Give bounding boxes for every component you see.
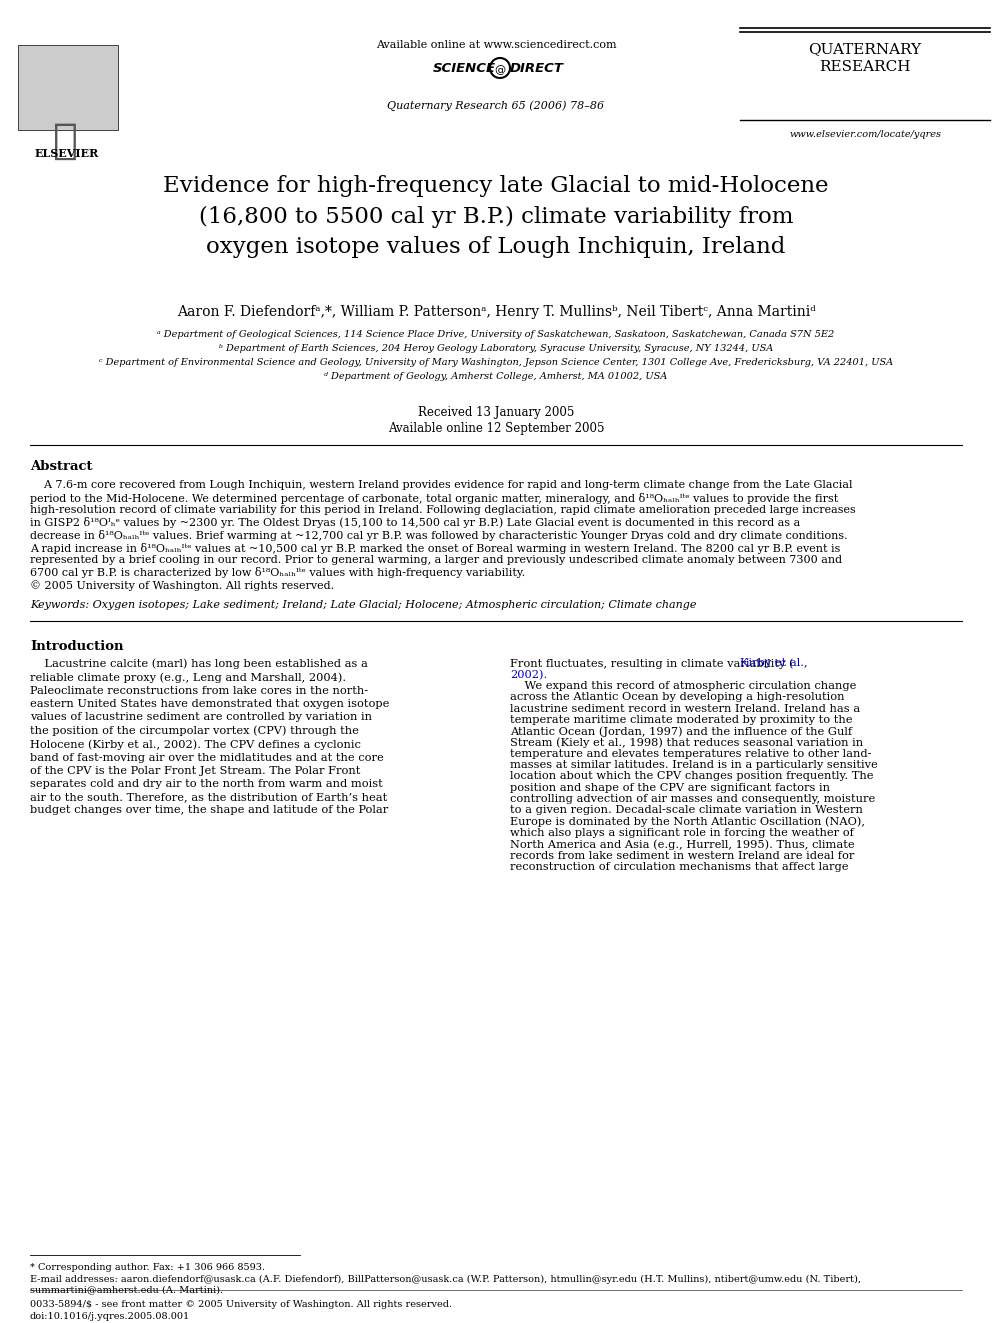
Text: Lacustrine calcite (marl) has long been established as a
reliable climate proxy : Lacustrine calcite (marl) has long been … <box>30 659 390 815</box>
Text: records from lake sediment in western Ireland are ideal for: records from lake sediment in western Ir… <box>510 851 854 860</box>
Text: Abstract: Abstract <box>30 460 92 474</box>
Text: 2002).: 2002). <box>510 669 548 680</box>
Text: 🌿: 🌿 <box>53 120 77 161</box>
Text: ᵈ Department of Geology, Amherst College, Amherst, MA 01002, USA: ᵈ Department of Geology, Amherst College… <box>324 372 668 381</box>
Text: Available online 12 September 2005: Available online 12 September 2005 <box>388 422 604 435</box>
Text: Stream (Kiely et al., 1998) that reduces seasonal variation in: Stream (Kiely et al., 1998) that reduces… <box>510 738 863 749</box>
Text: temperate maritime climate moderated by proximity to the: temperate maritime climate moderated by … <box>510 714 852 725</box>
Text: lacustrine sediment record in western Ireland. Ireland has a: lacustrine sediment record in western Ir… <box>510 704 860 713</box>
Text: period to the Mid-Holocene. We determined percentage of carbonate, total organic: period to the Mid-Holocene. We determine… <box>30 492 838 504</box>
Text: high-resolution record of climate variability for this period in Ireland. Follow: high-resolution record of climate variab… <box>30 505 856 515</box>
Text: Evidence for high-frequency late Glacial to mid-Holocene
(16,800 to 5500 cal yr : Evidence for high-frequency late Glacial… <box>164 175 828 258</box>
Text: reconstruction of circulation mechanisms that affect large: reconstruction of circulation mechanisms… <box>510 861 848 872</box>
Text: A rapid increase in δ¹⁸Oₕₐₗₕᴵᵗᵉ values at ~10,500 cal yr B.P. marked the onset o: A rapid increase in δ¹⁸Oₕₐₗₕᴵᵗᵉ values a… <box>30 542 840 553</box>
FancyBboxPatch shape <box>18 45 118 130</box>
Text: Aaron F. Diefendorfᵃ,*, William P. Pattersonᵃ, Henry T. Mullinsᵇ, Neil Tibertᶜ, : Aaron F. Diefendorfᵃ,*, William P. Patte… <box>177 306 815 319</box>
Text: ᶜ Department of Environmental Science and Geology, University of Mary Washington: ᶜ Department of Environmental Science an… <box>99 359 893 366</box>
Text: Kirby et al.,: Kirby et al., <box>739 659 807 668</box>
Text: North America and Asia (e.g., Hurrell, 1995). Thus, climate: North America and Asia (e.g., Hurrell, 1… <box>510 839 855 849</box>
Text: controlling advection of air masses and consequently, moisture: controlling advection of air masses and … <box>510 794 875 804</box>
Text: We expand this record of atmospheric circulation change: We expand this record of atmospheric cir… <box>510 681 856 691</box>
Text: decrease in δ¹⁸Oₕₐₗₕᴵᵗᵉ values. Brief warming at ~12,700 cal yr B.P. was followe: decrease in δ¹⁸Oₕₐₗₕᴵᵗᵉ values. Brief wa… <box>30 531 847 541</box>
Text: DIRECT: DIRECT <box>510 62 563 75</box>
Text: Received 13 January 2005: Received 13 January 2005 <box>418 406 574 419</box>
Text: SCIENCE: SCIENCE <box>433 62 496 75</box>
Text: ELSEVIER: ELSEVIER <box>35 148 99 159</box>
Text: to a given region. Decadal-scale climate variation in Western: to a given region. Decadal-scale climate… <box>510 806 863 815</box>
Text: Europe is dominated by the North Atlantic Oscillation (NAO),: Europe is dominated by the North Atlanti… <box>510 816 865 827</box>
Text: E-mail addresses: aaron.diefendorf@usask.ca (A.F. Diefendorf), BillPatterson@usa: E-mail addresses: aaron.diefendorf@usask… <box>30 1275 861 1294</box>
Text: temperature and elevates temperatures relative to other land-: temperature and elevates temperatures re… <box>510 749 872 759</box>
Text: Available online at www.sciencedirect.com: Available online at www.sciencedirect.co… <box>376 40 616 50</box>
Text: QUATERNARY: QUATERNARY <box>808 42 922 56</box>
Text: Front fluctuates, resulting in climate variability (: Front fluctuates, resulting in climate v… <box>510 659 794 669</box>
Text: Keywords: Oxygen isotopes; Lake sediment; Ireland; Late Glacial; Holocene; Atmos: Keywords: Oxygen isotopes; Lake sediment… <box>30 601 696 610</box>
Text: * Corresponding author. Fax: +1 306 966 8593.: * Corresponding author. Fax: +1 306 966 … <box>30 1263 265 1271</box>
Text: doi:10.1016/j.yqres.2005.08.001: doi:10.1016/j.yqres.2005.08.001 <box>30 1312 190 1320</box>
Text: Introduction: Introduction <box>30 640 123 654</box>
Text: in GISP2 δ¹⁸Oᴵₕᵉ values by ~2300 yr. The Oldest Dryas (15,100 to 14,500 cal yr B: in GISP2 δ¹⁸Oᴵₕᵉ values by ~2300 yr. The… <box>30 517 801 528</box>
Text: 0033-5894/$ - see front matter © 2005 University of Washington. All rights reser: 0033-5894/$ - see front matter © 2005 Un… <box>30 1301 452 1308</box>
Text: @: @ <box>494 65 506 75</box>
Text: ᵃ Department of Geological Sciences, 114 Science Place Drive, University of Sask: ᵃ Department of Geological Sciences, 114… <box>158 329 834 339</box>
Text: location about which the CPV changes position frequently. The: location about which the CPV changes pos… <box>510 771 874 782</box>
Text: which also plays a significant role in forcing the weather of: which also plays a significant role in f… <box>510 828 854 837</box>
Text: © 2005 University of Washington. All rights reserved.: © 2005 University of Washington. All rig… <box>30 579 334 591</box>
Text: position and shape of the CPV are significant factors in: position and shape of the CPV are signif… <box>510 783 830 792</box>
Text: masses at similar latitudes. Ireland is in a particularly sensitive: masses at similar latitudes. Ireland is … <box>510 761 878 770</box>
Text: ᵇ Department of Earth Sciences, 204 Heroy Geology Laboratory, Syracuse Universit: ᵇ Department of Earth Sciences, 204 Hero… <box>219 344 773 353</box>
Text: A 7.6-m core recovered from Lough Inchiquin, western Ireland provides evidence f: A 7.6-m core recovered from Lough Inchiq… <box>30 480 852 490</box>
Text: RESEARCH: RESEARCH <box>819 60 911 74</box>
Text: represented by a brief cooling in our record. Prior to general warming, a larger: represented by a brief cooling in our re… <box>30 556 842 565</box>
Text: 6700 cal yr B.P. is characterized by low δ¹⁸Oₕₐₗₕᴵᵗᵉ values with high-frequency : 6700 cal yr B.P. is characterized by low… <box>30 568 525 578</box>
Text: Atlantic Ocean (Jordan, 1997) and the influence of the Gulf: Atlantic Ocean (Jordan, 1997) and the in… <box>510 726 852 737</box>
Text: across the Atlantic Ocean by developing a high-resolution: across the Atlantic Ocean by developing … <box>510 692 844 703</box>
Text: Quaternary Research 65 (2006) 78–86: Quaternary Research 65 (2006) 78–86 <box>388 101 604 111</box>
Text: www.elsevier.com/locate/yqres: www.elsevier.com/locate/yqres <box>789 130 941 139</box>
